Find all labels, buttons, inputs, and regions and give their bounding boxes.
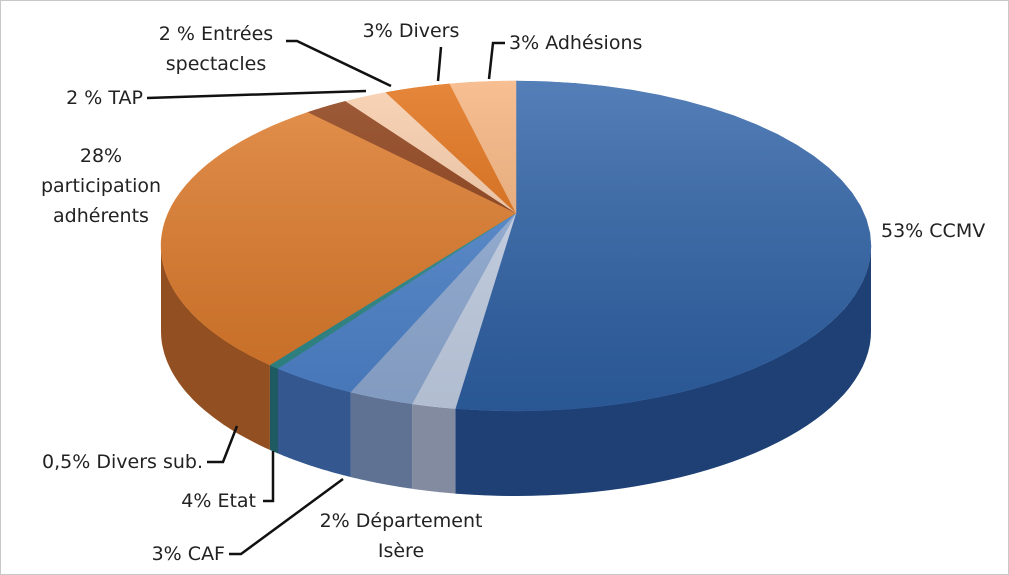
value-label: 3% [362, 20, 393, 42]
leader-line [436, 46, 443, 82]
slice-side-shade [455, 246, 871, 496]
leader-line [229, 477, 344, 556]
category-label: participation adhérents [40, 175, 162, 227]
slice-side [350, 392, 413, 489]
data-label: 3% CAF [121, 539, 225, 569]
slice-side-shade [269, 364, 278, 454]
data-label: 2 % TAP [31, 83, 143, 113]
category-label: Divers sub. [96, 451, 203, 473]
slice-side [455, 246, 871, 496]
value-label: 2 % [158, 23, 195, 45]
category-label: Département Isère [355, 510, 483, 562]
leader-line [146, 89, 367, 100]
value-label: 2 % [66, 87, 103, 109]
leader-line [263, 451, 275, 503]
leader-line [207, 425, 239, 464]
data-label: 4% Etat [151, 486, 256, 516]
value-label: 53% [881, 220, 924, 242]
value-label: 28% [79, 145, 123, 167]
data-label: 2 % Entrées spectacles [146, 19, 286, 79]
data-label: 53% CCMV [881, 216, 1008, 246]
data-label: 3% Adhésions [509, 28, 679, 58]
category-label: CCMV [929, 220, 986, 242]
data-label: 28% participation adhérents [31, 141, 171, 231]
slice-side-shade [350, 392, 413, 489]
leader-line [286, 39, 392, 88]
category-label: Adhésions [545, 32, 643, 54]
category-label: Etat [217, 490, 256, 512]
category-label: Entrées spectacles [165, 23, 274, 75]
data-label: 0,5% Divers sub. [11, 447, 203, 477]
slice-side [412, 403, 456, 494]
leader-line [487, 41, 505, 80]
value-label: 2% [319, 510, 350, 532]
slice-side-shade [412, 403, 456, 494]
value-label: 0,5% [42, 451, 91, 473]
category-label: TAP [108, 87, 143, 109]
data-label: 2% Département Isère [301, 506, 501, 566]
category-label: Divers [398, 20, 460, 42]
value-label: 4% [181, 490, 212, 512]
category-label: CAF [187, 543, 225, 565]
value-label: 3% [151, 543, 182, 565]
data-label: 3% Divers [346, 16, 476, 46]
value-label: 3% [509, 32, 540, 54]
